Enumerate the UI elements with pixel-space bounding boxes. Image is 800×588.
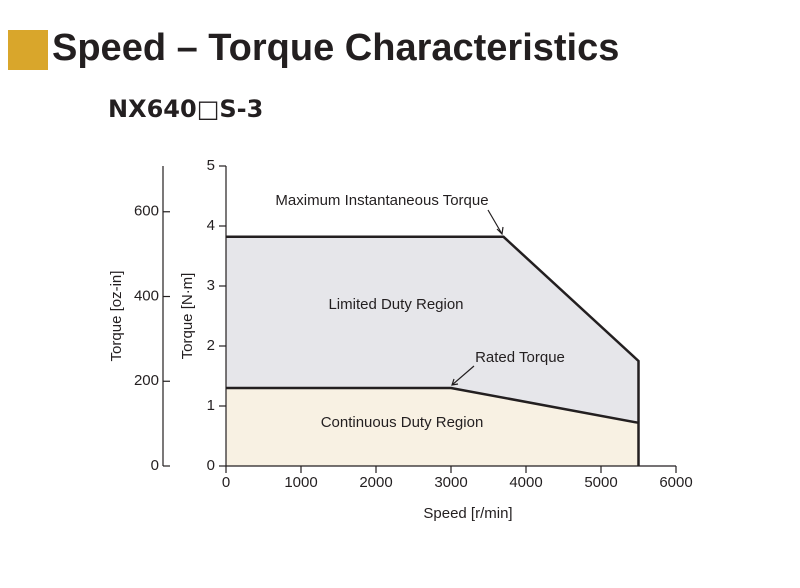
x-tick-label: 1000 <box>284 474 317 491</box>
y-tick-label: 0 <box>207 457 215 474</box>
y2-tick-label: 0 <box>151 457 159 474</box>
title-marker <box>8 30 48 70</box>
x-tick-label: 2000 <box>359 474 392 491</box>
y-tick-label: 5 <box>207 157 215 174</box>
region-label: Continuous Duty Region <box>321 414 484 431</box>
series-line <box>226 386 639 425</box>
y-tick-label: 1 <box>207 397 215 414</box>
x-axis-label: Speed [r/min] <box>423 505 512 522</box>
y-tick-label: 4 <box>207 217 215 234</box>
x-tick-label: 4000 <box>509 474 542 491</box>
chart-subtitle: NX640□S-3 <box>108 95 263 123</box>
chart-title: Speed – Torque Characteristics <box>52 27 619 69</box>
y2-tick-label: 200 <box>134 372 159 389</box>
y2-axis-label: Torque [oz-in] <box>108 271 125 362</box>
y2-tick-label: 600 <box>134 203 159 220</box>
x-tick-label: 5000 <box>584 474 617 491</box>
arrow <box>487 209 504 236</box>
series-label: Rated Torque <box>475 349 565 366</box>
region-label: Limited Duty Region <box>328 296 463 313</box>
y-tick-label: 3 <box>207 277 215 294</box>
x-tick-label: 0 <box>222 474 230 491</box>
area-fill <box>226 388 639 466</box>
y2-tick-label: 400 <box>134 287 159 304</box>
x-tick-label: 3000 <box>434 474 467 491</box>
y-axis-label: Torque [N·m] <box>179 273 196 360</box>
x-tick-label: 6000 <box>659 474 692 491</box>
series-line <box>226 235 640 466</box>
y-tick-label: 2 <box>207 337 215 354</box>
arrow <box>451 365 475 386</box>
series-label: Maximum Instantaneous Torque <box>275 192 488 209</box>
